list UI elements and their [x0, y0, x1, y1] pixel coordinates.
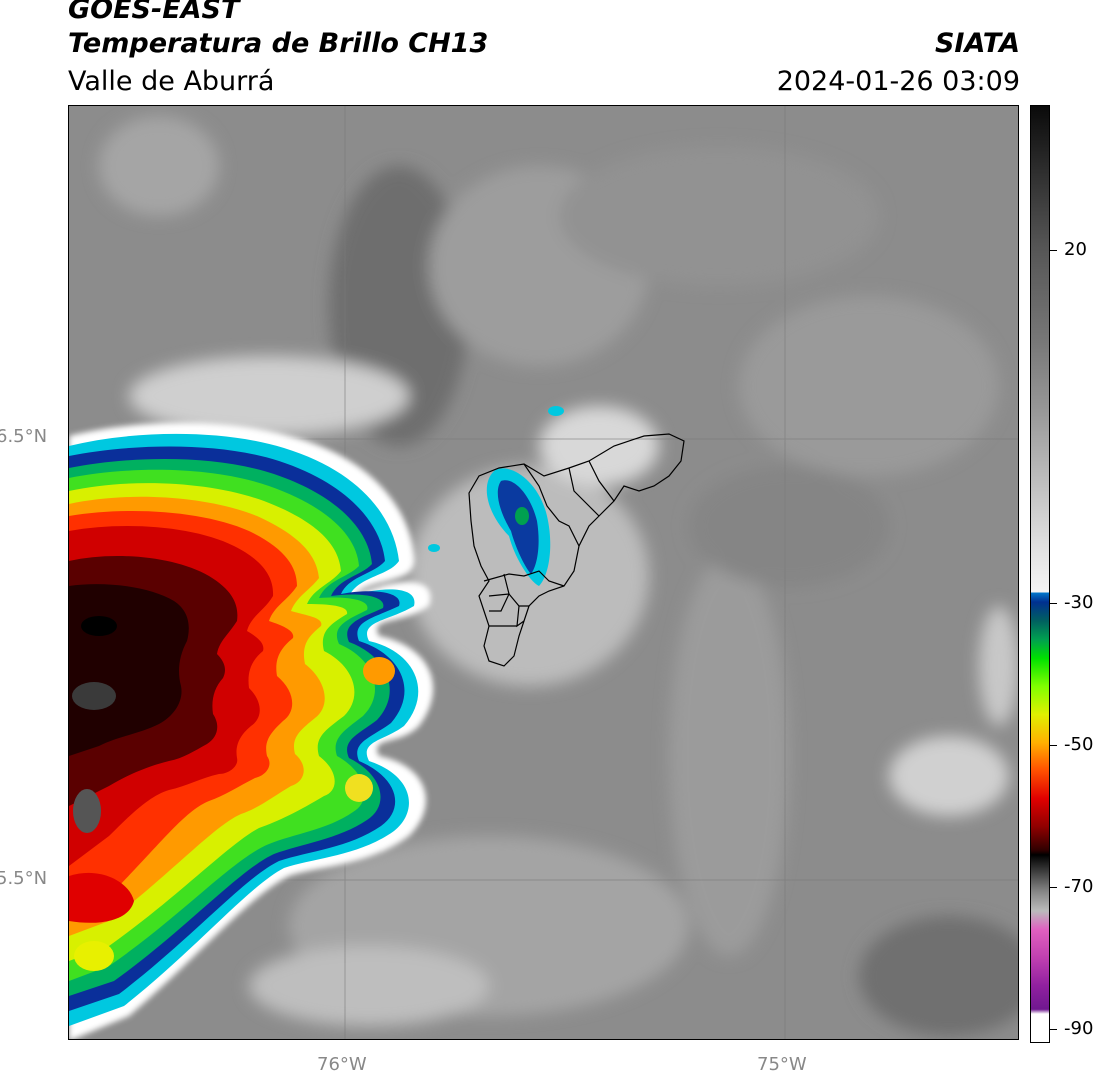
- colorbar-tick: [1050, 250, 1057, 251]
- lat-label-6.5: 6.5°N: [0, 426, 48, 447]
- lon-label-76w: 76°W: [317, 1054, 367, 1075]
- colorbar-label-minus90: -90: [1064, 1018, 1094, 1039]
- satellite-title: GOES-EAST: [68, 0, 240, 25]
- lat-label-5.5: 5.5°N: [0, 868, 48, 889]
- colorbar-tick: [1050, 745, 1057, 746]
- colorbar: [1030, 105, 1050, 1043]
- cold-cell: [428, 406, 564, 586]
- colorbar-label-minus70: -70: [1064, 876, 1094, 897]
- product-title: Temperatura de Brillo CH13: [68, 28, 489, 59]
- colorbar-label-minus30: -30: [1064, 592, 1094, 613]
- colorbar-label-minus50: -50: [1064, 734, 1094, 755]
- datetime-label: 2024-01-26 03:09: [776, 66, 1020, 97]
- municipal-boundaries: [468, 433, 685, 667]
- satellite-map[interactable]: [68, 105, 1019, 1040]
- colorbar-tick: [1050, 603, 1057, 604]
- colorbar-tick: [1050, 1029, 1057, 1030]
- region-label: Valle de Aburrá: [68, 66, 275, 97]
- org-label: SIATA: [934, 28, 1020, 59]
- cloud-texture: [99, 116, 1018, 1036]
- storm-cloud: [69, 422, 434, 1039]
- colorbar-label-20: 20: [1064, 239, 1087, 260]
- lon-label-75w: 75°W: [757, 1054, 807, 1075]
- colorbar-tick: [1050, 887, 1057, 888]
